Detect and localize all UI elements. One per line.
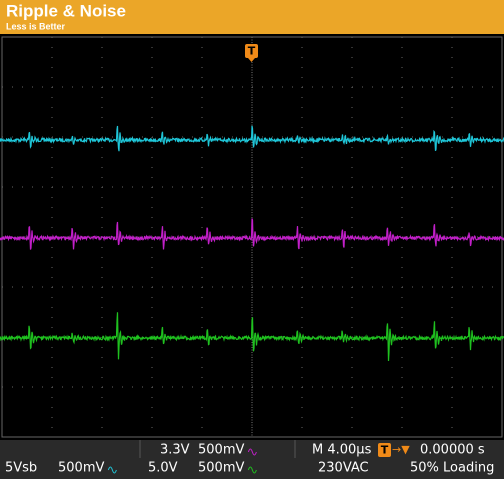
wave-icon [247,466,257,474]
load: 50% Loading [410,461,494,476]
trigger-symbol: T [381,444,389,457]
channel-scale: 500mV [58,461,104,476]
wave-icon [247,448,257,456]
trigger-arrow: →▼ [392,443,410,456]
channel-scale: 500mV [198,443,244,458]
trace [0,312,504,362]
channel-scale: 500mV [198,461,244,476]
trace [0,218,504,250]
trigger-position: 0.00000 s [420,443,485,458]
input-voltage: 230VAC [318,461,369,476]
rail-label: 5Vsb [5,461,37,476]
subtitle: Less is Better [6,21,66,31]
title: Ripple & Noise [6,1,126,20]
status-bar [0,440,504,479]
rail-label: 5.0V [148,461,178,476]
trigger-pointer [248,58,255,62]
header-bar [0,0,504,34]
wave-icon [107,466,117,474]
trigger-icon-box [378,443,391,457]
trigger-marker: T [248,45,256,58]
trigger-marker-box [245,44,258,58]
timebase: M 4.00µs [312,443,372,458]
traces [0,125,504,362]
rail-label: 3.3V [160,443,190,458]
trace [0,125,504,152]
